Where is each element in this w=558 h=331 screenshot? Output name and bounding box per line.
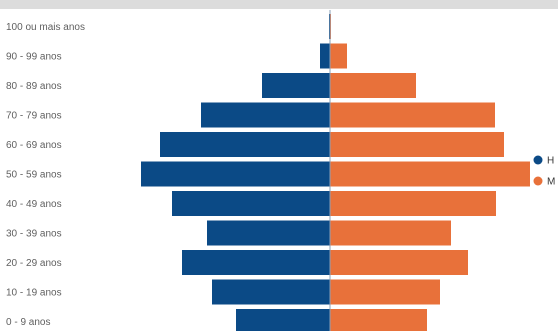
bar-m[interactable] bbox=[330, 162, 530, 187]
bar-m[interactable] bbox=[330, 250, 468, 275]
bar-h[interactable] bbox=[212, 280, 330, 305]
category-label: 90 - 99 anos bbox=[6, 52, 62, 63]
bar-h[interactable] bbox=[160, 132, 330, 157]
bars bbox=[141, 14, 530, 331]
bar-m[interactable] bbox=[330, 280, 440, 305]
category-label: 50 - 59 anos bbox=[6, 170, 62, 181]
category-label: 80 - 89 anos bbox=[6, 81, 62, 92]
category-label: 30 - 39 anos bbox=[6, 229, 62, 240]
category-label: 40 - 49 anos bbox=[6, 199, 62, 210]
bar-h[interactable] bbox=[201, 103, 330, 128]
bar-h[interactable] bbox=[262, 73, 330, 98]
legend-marker-h[interactable] bbox=[534, 156, 543, 165]
category-label: 70 - 79 anos bbox=[6, 111, 62, 122]
bar-m[interactable] bbox=[330, 103, 495, 128]
category-labels: 100 ou mais anos 90 - 99 anos 80 - 89 anos… bbox=[6, 22, 85, 328]
category-label: 10 - 19 anos bbox=[6, 288, 62, 299]
bar-h[interactable] bbox=[207, 221, 330, 246]
category-label: 20 - 29 anos bbox=[6, 258, 62, 269]
bar-m[interactable] bbox=[330, 221, 451, 246]
legend[interactable]: HM bbox=[534, 156, 556, 188]
bar-h[interactable] bbox=[141, 162, 330, 187]
bar-m[interactable] bbox=[330, 132, 504, 157]
bar-h[interactable] bbox=[182, 250, 330, 275]
category-label: 60 - 69 anos bbox=[6, 140, 62, 151]
legend-label-m[interactable]: M bbox=[547, 177, 555, 188]
bar-h[interactable] bbox=[320, 44, 330, 69]
bar-h[interactable] bbox=[172, 191, 330, 216]
legend-label-h[interactable]: H bbox=[547, 156, 554, 167]
category-label: 0 - 9 anos bbox=[6, 317, 50, 328]
bar-h[interactable] bbox=[236, 309, 330, 331]
bar-m[interactable] bbox=[330, 191, 496, 216]
bar-m[interactable] bbox=[330, 44, 347, 69]
bar-m[interactable] bbox=[330, 309, 427, 331]
category-label: 100 ou mais anos bbox=[6, 22, 85, 33]
bar-m[interactable] bbox=[330, 73, 416, 98]
legend-marker-m[interactable] bbox=[534, 177, 543, 186]
